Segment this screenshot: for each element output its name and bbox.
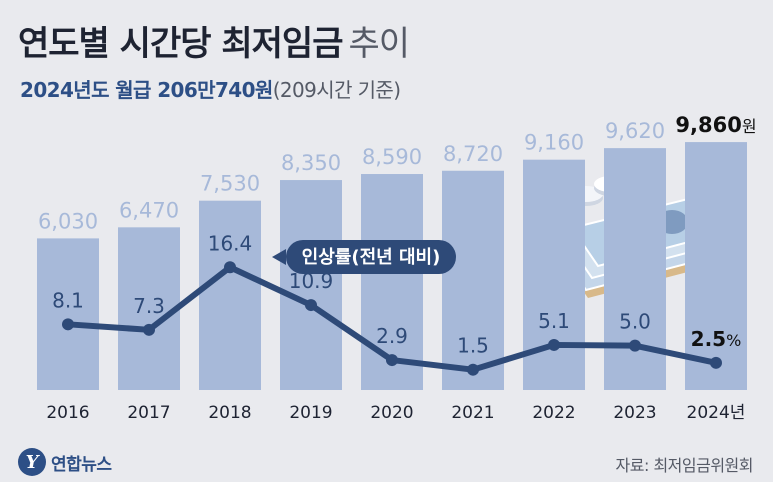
bar-label-2022: 9,160 [524, 131, 584, 155]
bar-2021 [442, 170, 504, 390]
x-tick-2019: 2019 [289, 403, 332, 423]
x-tick-2021: 2021 [451, 403, 494, 423]
annotation-label: 인상률(전년 대비) [302, 247, 441, 268]
line-point-2023 [629, 339, 641, 352]
bar-2019 [280, 180, 342, 390]
yonhap-logo: Y 연합뉴스 [18, 448, 112, 476]
bar-2018 [199, 200, 261, 390]
bar-label-2016: 6,030 [38, 209, 98, 233]
line-point-2021 [467, 363, 479, 376]
bar-unit-label: 원 [742, 117, 757, 136]
source-note: 자료: 최저임금위원회 [615, 456, 754, 475]
bar-label-2018: 7,530 [200, 172, 260, 196]
chart-title: 연도별 시간당 최저임금 추이 [18, 16, 410, 65]
bar-label-2024년: 9,860원 [675, 113, 756, 137]
bar-2017 [118, 227, 180, 390]
x-tick-2023: 2023 [613, 403, 656, 423]
line-label-2018: 16.4 [208, 231, 253, 255]
line-label-2020: 2.9 [376, 324, 408, 348]
line-point-2019 [305, 299, 317, 312]
line-label-2023: 5.0 [619, 310, 651, 334]
line-point-2020 [386, 354, 398, 367]
yonhap-logo-text: 연합뉴스 [51, 454, 112, 475]
chart-subtitle: 2024년도 월급 206만740원(209시간 기준) [20, 74, 401, 103]
line-point-2024년 [710, 356, 722, 369]
x-tick-2018: 2018 [208, 403, 251, 423]
bar-2022 [523, 159, 585, 390]
yonhap-logo-icon: Y [18, 448, 46, 476]
line-point-2018 [224, 261, 236, 274]
x-tick-2016: 2016 [46, 403, 89, 423]
subtitle-basis: (209시간 기준) [272, 78, 401, 102]
line-point-2016 [62, 318, 74, 331]
line-point-2022 [548, 338, 560, 351]
bar-label-2020: 8,590 [362, 145, 422, 169]
x-tick-2017: 2017 [127, 403, 170, 423]
bar-2020 [361, 174, 423, 390]
line-label-2024년: 2.5% [691, 327, 742, 351]
bar-label-2019: 8,350 [281, 151, 341, 175]
subtitle-monthly-wage: 2024년도 월급 206만740원 [20, 78, 273, 102]
line-point-2017 [143, 323, 155, 336]
line-label-2016: 8.1 [52, 288, 84, 312]
x-tick-2022: 2022 [532, 403, 575, 423]
bar-label-2017: 6,470 [119, 198, 179, 222]
bar-label-2023: 9,620 [605, 119, 665, 143]
line-label-2021: 1.5 [457, 334, 489, 358]
bar-2023 [604, 148, 666, 390]
line-label-2017: 7.3 [133, 294, 165, 318]
bar-2016 [37, 238, 99, 390]
bar-label-2021: 8,720 [443, 142, 503, 166]
annotation-callout: 인상률(전년 대비) [272, 240, 456, 274]
x-tick-2020: 2020 [370, 403, 413, 423]
line-unit-label: % [726, 331, 741, 350]
title-sub: 추이 [348, 24, 410, 64]
bar-2024년 [685, 142, 747, 390]
title-main: 연도별 시간당 최저임금 [18, 24, 343, 64]
line-label-2022: 5.1 [538, 309, 570, 333]
x-tick-2024년: 2024년 [687, 403, 746, 423]
